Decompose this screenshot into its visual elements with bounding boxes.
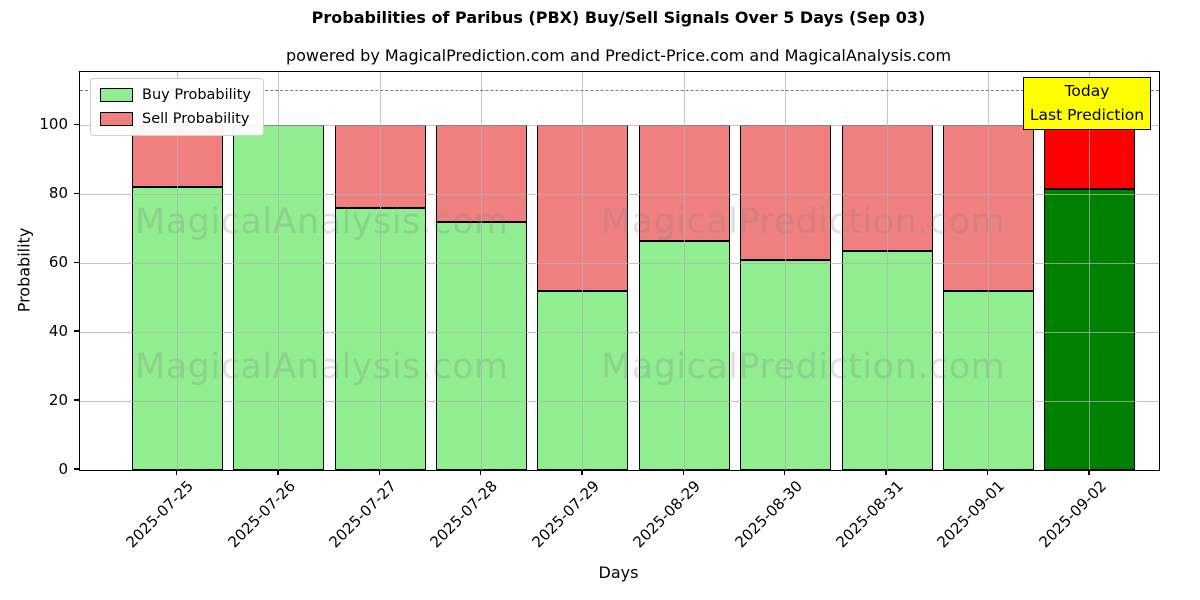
x-tick-label: 2025-09-01 <box>933 477 1009 552</box>
x-gridline <box>987 72 989 470</box>
y-tick-label: 80 <box>48 184 68 203</box>
legend-label-buy: Buy Probability <box>142 87 251 103</box>
x-tick-label: 2025-07-28 <box>426 477 502 552</box>
watermark-text: MagicalPrediction.com <box>601 202 1006 242</box>
x-gridline <box>1089 72 1091 470</box>
y-tick-label: 60 <box>48 253 68 272</box>
plot-area: MagicalAnalysis.com MagicalPrediction.co… <box>79 71 1160 471</box>
x-gridline <box>785 72 787 470</box>
y-tick-mark <box>74 399 79 401</box>
annotation-line-2: Last Prediction <box>1029 106 1145 125</box>
x-tick-label: 2025-07-25 <box>122 477 198 552</box>
y-gridline <box>80 331 1159 333</box>
sell-swatch-icon <box>100 112 133 126</box>
x-tick-mark <box>885 470 887 475</box>
watermark-text: MagicalAnalysis.com <box>135 347 509 387</box>
x-tick-label: 2025-07-29 <box>528 477 603 552</box>
x-gridline <box>379 72 381 470</box>
x-tick-mark <box>986 470 989 475</box>
x-tick-mark <box>277 470 279 475</box>
y-tick-mark <box>74 468 79 470</box>
x-tick-label: 2025-08-31 <box>832 477 907 552</box>
x-gridline <box>683 72 685 470</box>
legend-label-sell: Sell Probability <box>142 111 250 127</box>
today-annotation-box: Today Last Prediction <box>1023 77 1151 130</box>
y-gridline <box>80 400 1159 402</box>
threshold-dashed-line <box>80 89 1159 91</box>
legend-item-buy: Buy Probability <box>100 87 251 103</box>
y-tick-mark <box>74 330 79 332</box>
x-gridline <box>278 72 280 470</box>
watermark-text: MagicalAnalysis.com <box>135 202 509 242</box>
watermark-text: MagicalPrediction.com <box>601 347 1006 387</box>
y-gridline <box>80 124 1159 126</box>
x-tick-mark <box>581 470 583 475</box>
y-gridline <box>80 262 1159 264</box>
x-tick-mark <box>479 470 482 475</box>
x-tick-mark <box>175 470 178 475</box>
y-tick-label: 100 <box>39 115 68 134</box>
y-tick-mark <box>74 261 79 263</box>
chart-subtitle: powered by MagicalPrediction.com and Pre… <box>285 46 952 65</box>
buy-swatch-icon <box>100 88 133 102</box>
y-gridline <box>80 193 1159 195</box>
y-tick-label: 40 <box>48 322 68 341</box>
x-gridline <box>481 72 483 470</box>
x-gridline <box>582 72 584 470</box>
legend-item-sell: Sell Probability <box>100 111 251 127</box>
watermark-layer: MagicalAnalysis.com MagicalPrediction.co… <box>80 72 1159 470</box>
x-gridline <box>886 72 888 470</box>
chart-title: Probabilities of Paribus (PBX) Buy/Sell … <box>311 8 926 27</box>
x-tick-label: 2025-09-02 <box>1035 477 1110 552</box>
x-axis-label: Days <box>598 563 639 582</box>
x-tick-mark <box>378 470 380 475</box>
x-tick-label: 2025-08-29 <box>629 477 705 552</box>
x-tick-label: 2025-08-30 <box>731 477 806 552</box>
y-tick-label: 0 <box>58 460 68 478</box>
x-tick-label: 2025-07-26 <box>224 477 299 552</box>
x-tick-mark <box>784 470 786 475</box>
y-tick-mark <box>74 123 79 126</box>
annotation-line-1: Today <box>1064 82 1110 100</box>
x-gridline <box>177 72 178 470</box>
y-tick-mark <box>74 192 79 195</box>
legend: Buy Probability Sell Probability <box>90 78 264 136</box>
grid-layer <box>80 72 1159 470</box>
x-tick-mark <box>682 470 685 475</box>
x-tick-mark <box>1088 470 1090 475</box>
x-tick-label: 2025-07-27 <box>325 477 400 552</box>
y-tick-label: 20 <box>48 391 68 410</box>
